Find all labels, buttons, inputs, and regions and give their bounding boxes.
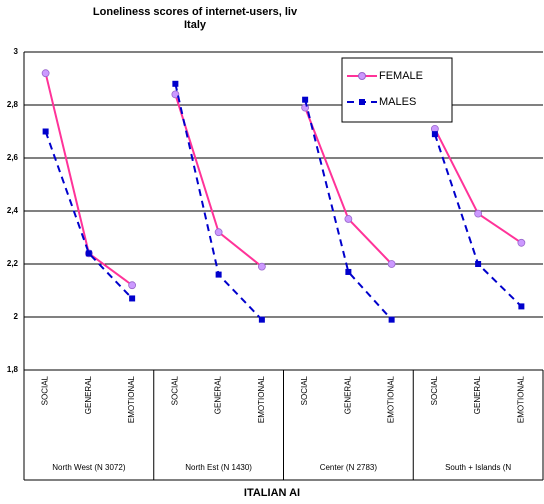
x-tick-label: GENERAL xyxy=(343,375,352,414)
y-tick-label: 2,6 xyxy=(7,153,19,162)
legend-box xyxy=(341,57,453,123)
y-tick-label: 2,8 xyxy=(7,100,19,109)
chart-title: Italy xyxy=(184,19,207,31)
x-tick-label: EMOTIONAL xyxy=(516,375,525,423)
marker xyxy=(302,96,309,103)
y-tick-label: 1,8 xyxy=(7,365,19,374)
marker xyxy=(474,209,483,218)
x-tick-label: SOCIAL xyxy=(170,375,179,405)
marker xyxy=(301,103,310,112)
series-line xyxy=(433,128,522,244)
x-tick-label: SOCIAL xyxy=(300,375,309,405)
group-label: North West (N 3072) xyxy=(52,463,126,472)
series-line xyxy=(433,133,523,308)
marker xyxy=(215,271,222,278)
y-tick-label: 2,4 xyxy=(7,206,19,215)
x-axis-title: ITALIAN AI xyxy=(244,487,300,499)
x-tick-label: EMOTIONAL xyxy=(387,375,396,423)
x-tick-label: GENERAL xyxy=(84,375,93,414)
group-label: North Est (N 1430) xyxy=(185,463,252,472)
chart-title: Loneliness scores of internet-users, liv xyxy=(93,6,298,18)
legend-marker xyxy=(358,72,366,80)
marker xyxy=(431,131,438,138)
marker xyxy=(518,303,525,310)
marker xyxy=(172,80,179,87)
marker xyxy=(258,316,265,323)
group-label: South + Islands (N xyxy=(445,463,511,472)
marker xyxy=(388,316,395,323)
series-line xyxy=(304,99,393,321)
marker xyxy=(257,262,266,271)
group-label: Center (N 2783) xyxy=(320,463,378,472)
x-tick-label: GENERAL xyxy=(214,375,223,414)
marker xyxy=(85,250,92,257)
y-tick-label: 2,2 xyxy=(7,259,19,268)
marker xyxy=(344,215,353,223)
x-tick-label: GENERAL xyxy=(473,375,482,414)
x-tick-label: EMOTIONAL xyxy=(127,375,136,423)
marker xyxy=(42,128,49,135)
series-line xyxy=(174,94,263,268)
marker xyxy=(517,238,526,247)
x-tick-label: SOCIAL xyxy=(41,375,50,405)
marker xyxy=(214,228,223,237)
y-tick-label: 2 xyxy=(14,312,19,321)
x-tick-label: SOCIAL xyxy=(430,375,439,405)
marker xyxy=(41,69,50,78)
y-tick-label: 3 xyxy=(14,47,19,56)
legend-marker xyxy=(359,99,365,105)
marker xyxy=(128,281,137,290)
x-tick-label: EMOTIONAL xyxy=(257,375,266,423)
legend-label: FEMALE xyxy=(379,70,423,82)
marker xyxy=(129,295,136,302)
marker xyxy=(171,90,180,99)
series-line xyxy=(44,131,133,300)
series-line xyxy=(174,83,263,321)
marker xyxy=(345,268,352,275)
legend-label: MALES xyxy=(379,96,416,108)
marker xyxy=(387,260,396,268)
marker xyxy=(475,261,482,267)
series-line xyxy=(304,107,393,265)
